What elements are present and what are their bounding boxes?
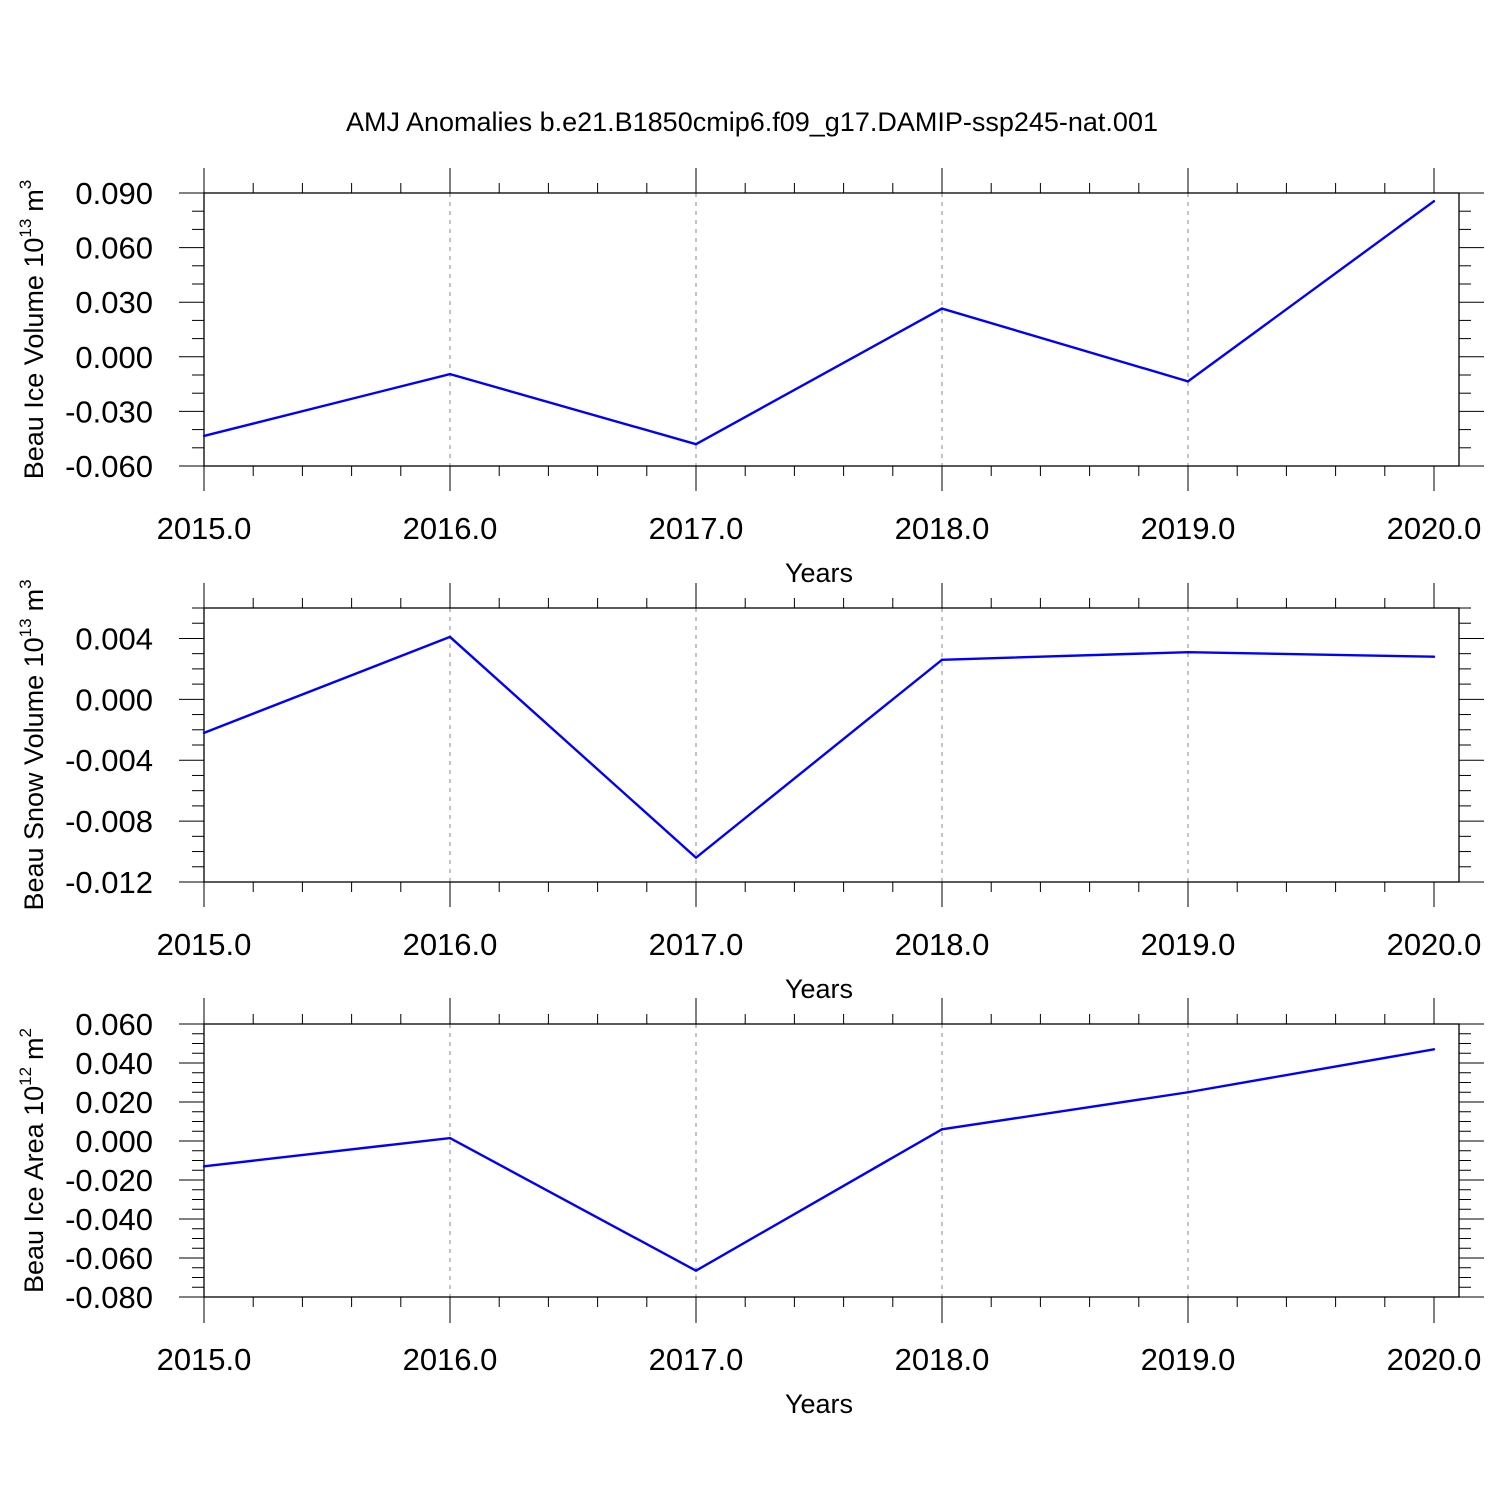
y-tick-label: -0.012 (65, 865, 153, 900)
data-point (1186, 1091, 1190, 1094)
y-tick-label: -0.008 (65, 804, 153, 839)
x-ticks (203, 998, 1435, 1323)
y-axis-label: Beau Ice Area 1012 m2 (16, 1028, 49, 1293)
y-axis-label-unit-exponent: 3 (16, 579, 35, 588)
y-ticks (179, 1023, 1484, 1298)
data-point (940, 307, 944, 310)
x-ticks (203, 583, 1435, 907)
y-axis-label: Beau Snow Volume 1013 m3 (16, 579, 49, 910)
data-point (448, 635, 452, 639)
data-point (1186, 650, 1190, 654)
y-tick-label: 0.004 (75, 621, 153, 656)
y-axis-label-exponent: 13 (16, 618, 35, 637)
y-tick-label: 0.030 (75, 285, 153, 320)
x-tick-label: 2018.0 (895, 1342, 990, 1377)
y-tick-label: 0.000 (75, 1124, 153, 1159)
y-axis-label-unit-exponent: 2 (16, 1028, 35, 1037)
y-tick-label: 0.040 (75, 1046, 153, 1081)
y-axis-label-exponent: 12 (16, 1067, 35, 1086)
data-point (1186, 380, 1190, 383)
y-tick-label: -0.030 (65, 394, 153, 429)
x-tick-label: 2018.0 (895, 511, 990, 546)
x-tick-label: 2016.0 (403, 927, 498, 962)
y-tick-label: -0.080 (65, 1280, 153, 1315)
x-tick-label: 2017.0 (649, 511, 744, 546)
y-tick-label: 0.020 (75, 1085, 153, 1120)
y-axis-label: Beau Ice Volume 1013 m3 (16, 180, 49, 480)
x-axis-label: Years (785, 558, 853, 588)
data-point (448, 372, 452, 376)
data-point (694, 1269, 698, 1272)
series-line (203, 200, 1435, 446)
data-point (202, 731, 206, 735)
x-axis-label: Years (785, 974, 853, 1004)
x-tick-label: 2019.0 (1141, 927, 1236, 962)
y-tick-label: -0.020 (65, 1163, 153, 1198)
data-point (448, 1136, 452, 1140)
y-tick-label: -0.060 (65, 449, 153, 484)
panel-3: -0.080 -0.060 -0.040 -0.020 0.000 0.020 0.040 0… (16, 998, 1484, 1419)
y-tick-label: -0.040 (65, 1202, 153, 1237)
y-axis-label-unit: m (19, 1037, 49, 1060)
y-ticks (179, 192, 1484, 467)
chart-title: AMJ Anomalies b.e21.B1850cmip6.f09_g17.D… (346, 107, 1158, 137)
x-tick-label: 2015.0 (157, 511, 252, 546)
series-line (203, 1048, 1435, 1273)
x-tick-label: 2020.0 (1387, 511, 1482, 546)
x-ticks (203, 168, 1435, 491)
plot-frame (203, 192, 1460, 467)
y-tick-label: 0.000 (75, 682, 153, 717)
y-axis-label-text: Beau Ice Volume 10 (19, 238, 49, 480)
x-tick-label: 2016.0 (403, 1342, 498, 1377)
data-point (694, 442, 698, 446)
data-point (1432, 1048, 1436, 1051)
y-tick-label: 0.000 (75, 340, 153, 375)
y-axis-label-unit: m (19, 589, 49, 612)
data-point (202, 434, 206, 438)
y-tick-label: 0.060 (75, 1007, 153, 1042)
y-tick-label: -0.004 (65, 743, 153, 778)
y-tick-label: 0.060 (75, 231, 153, 266)
y-axis-label-exponent: 13 (16, 219, 35, 238)
x-tick-label: 2019.0 (1141, 1342, 1236, 1377)
data-point (1432, 655, 1436, 658)
x-tick-label: 2015.0 (157, 927, 252, 962)
y-axis-label-text: Beau Ice Area 10 (19, 1086, 49, 1293)
x-tick-label: 2020.0 (1387, 1342, 1482, 1377)
y-axis-label-unit: m (19, 189, 49, 212)
x-tick-label: 2018.0 (895, 927, 990, 962)
panel-1: -0.060 -0.030 0.000 0.030 0.060 0.090 2015.0 20… (16, 168, 1484, 588)
y-tick-label: 0.090 (75, 176, 153, 211)
data-point (940, 1128, 944, 1131)
y-axis-label-text: Beau Snow Volume 10 (19, 637, 49, 910)
x-tick-label: 2017.0 (649, 927, 744, 962)
data-point (940, 658, 944, 661)
x-tick-label: 2015.0 (157, 1342, 252, 1377)
y-ticks (179, 607, 1484, 883)
y-axis-label-unit-exponent: 3 (16, 180, 35, 189)
x-axis-label: Years (785, 1389, 853, 1419)
x-tick-label: 2016.0 (403, 511, 498, 546)
data-point (694, 856, 698, 859)
series-line (203, 635, 1435, 860)
data-point (1432, 199, 1436, 203)
x-tick-label: 2017.0 (649, 1342, 744, 1377)
panel-2: -0.012 -0.008 -0.004 0.000 0.004 2015.0 2016.0… (16, 579, 1484, 1004)
y-tick-label: -0.060 (65, 1241, 153, 1276)
x-tick-label: 2019.0 (1141, 511, 1236, 546)
data-point (202, 1165, 206, 1168)
x-tick-label: 2020.0 (1387, 927, 1482, 962)
